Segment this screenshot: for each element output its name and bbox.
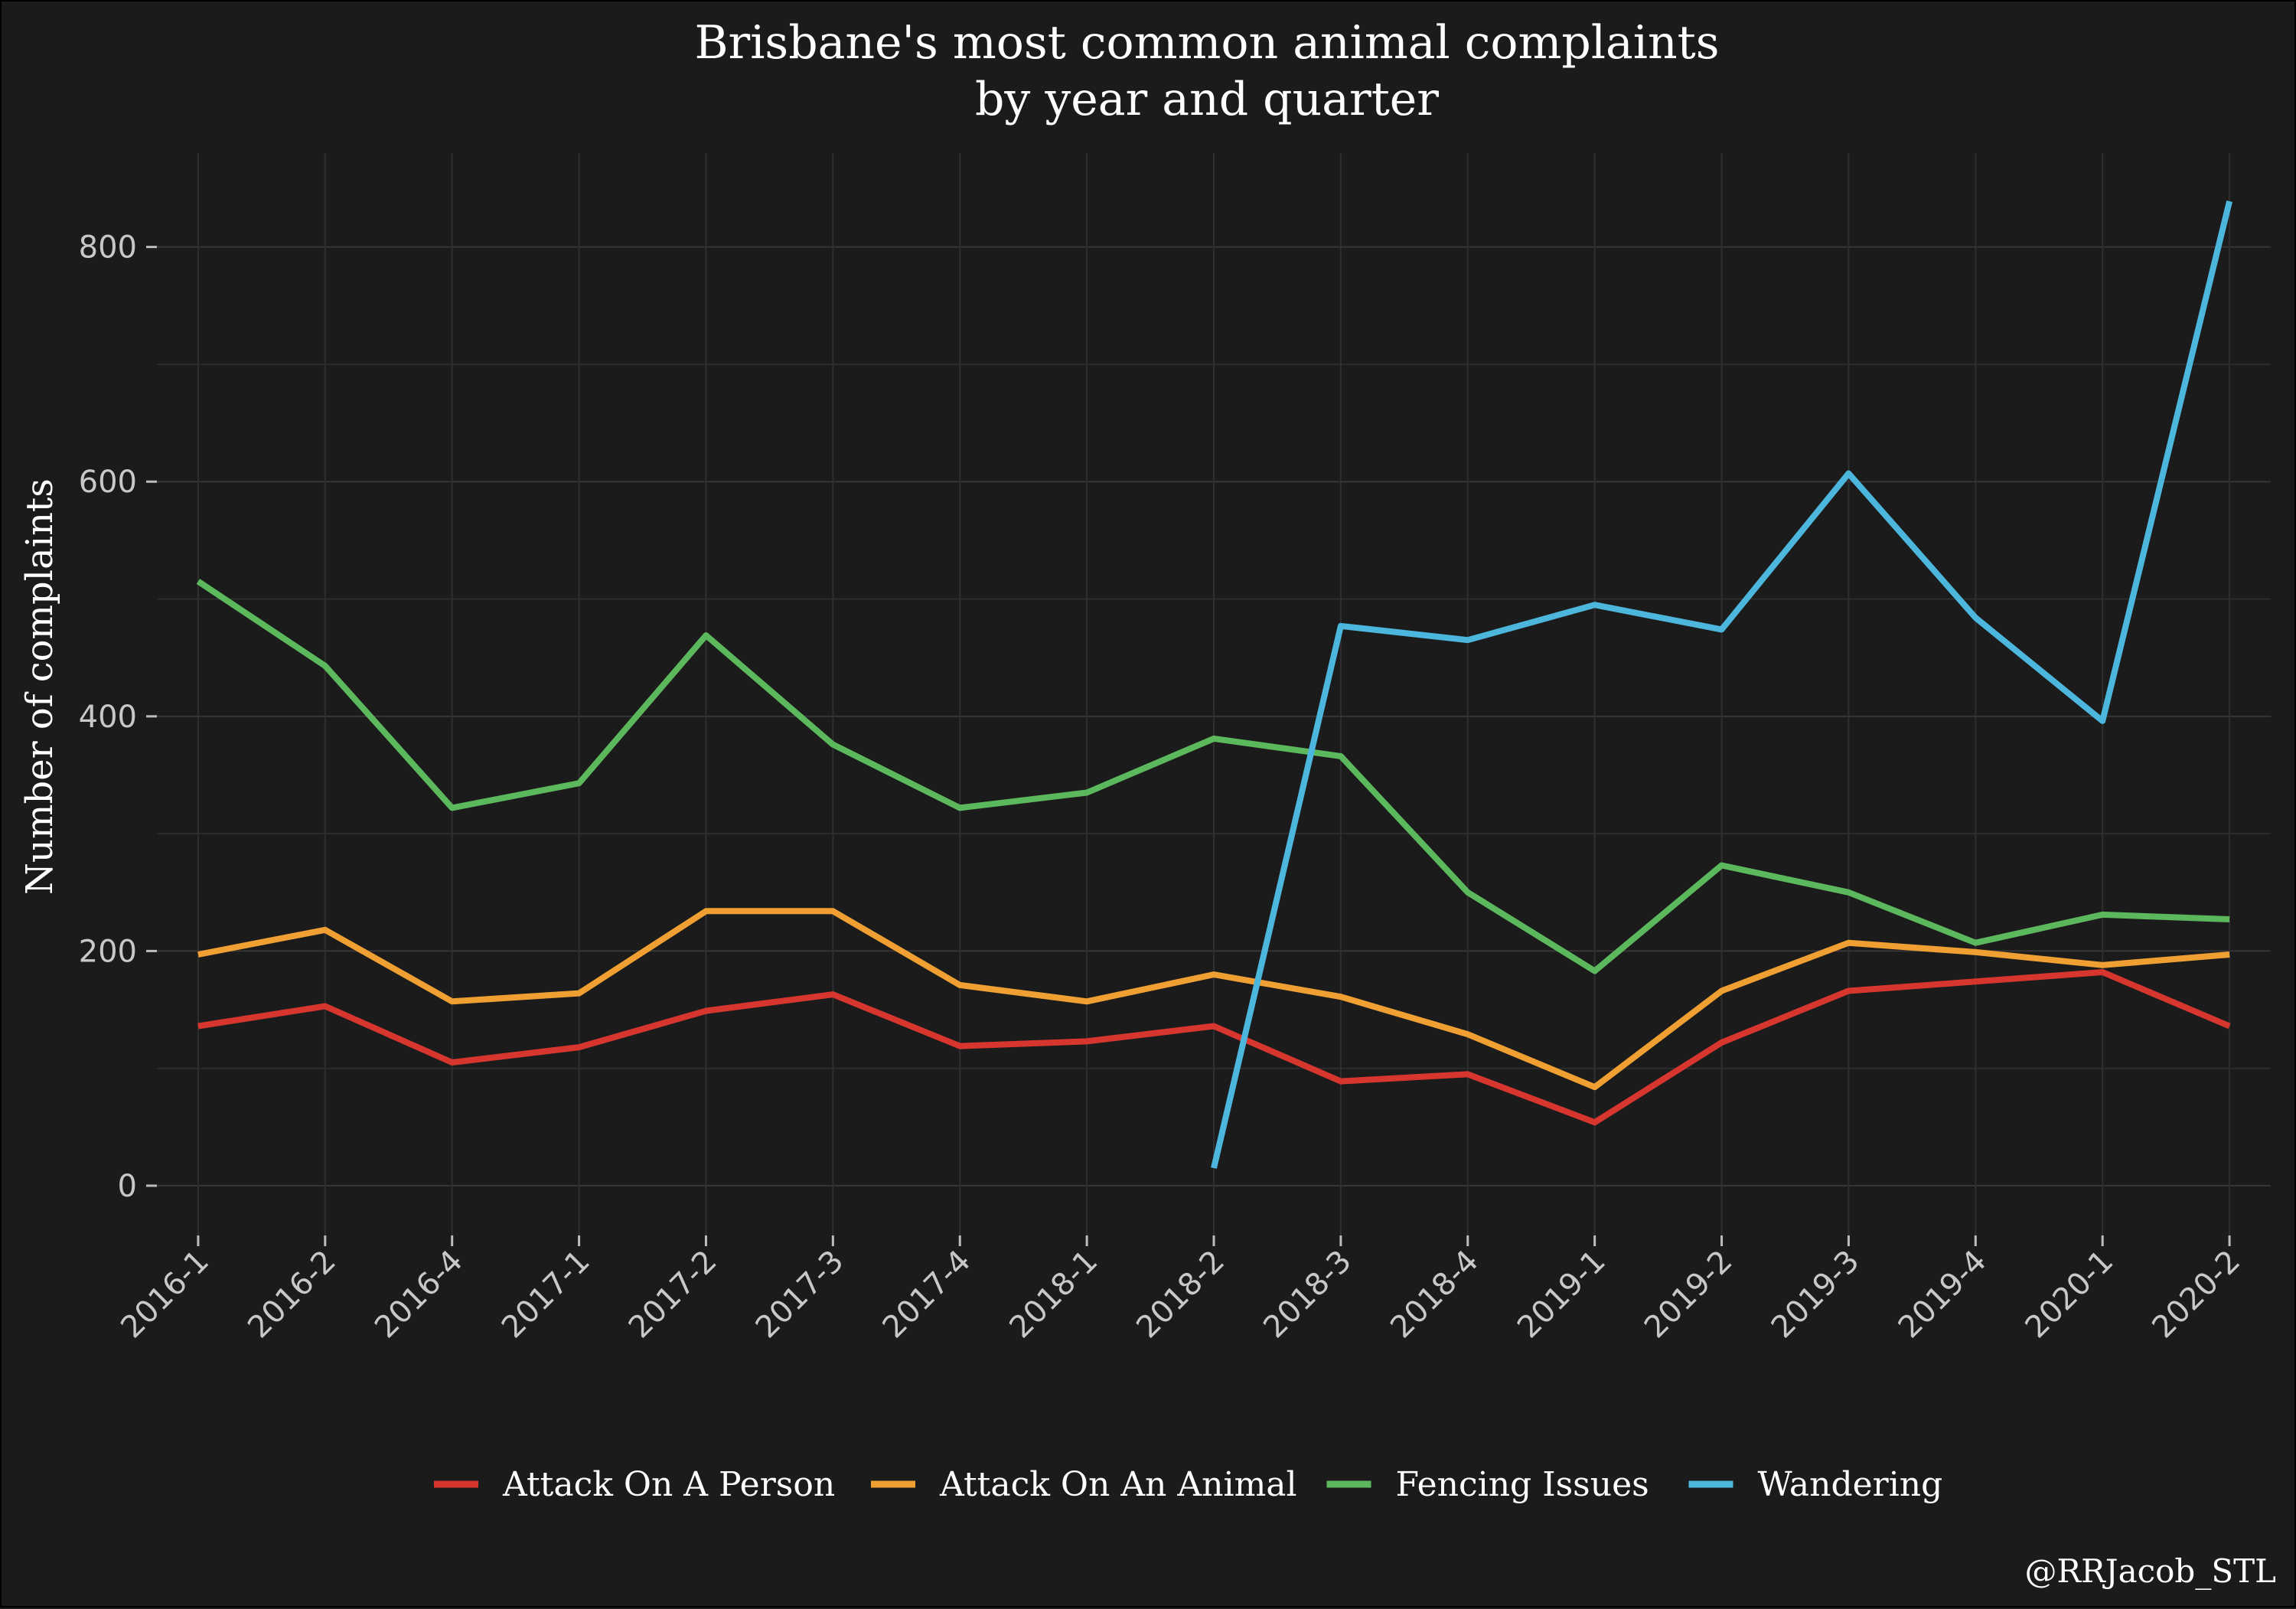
x-tick-label: 2016-1 (114, 1244, 216, 1346)
x-tick-label: 2019-4 (1892, 1244, 1994, 1346)
legend-label: Wandering (1758, 1465, 1943, 1504)
y-tick-label: 200 (79, 934, 137, 969)
y-axis-label: Number of complaints (18, 478, 61, 895)
legend-label: Attack On An Animal (939, 1465, 1297, 1504)
x-tick-label: 2018-2 (1130, 1244, 1231, 1346)
x-tick-label: 2018-1 (1003, 1244, 1104, 1346)
x-tick-label: 2019-3 (1765, 1244, 1867, 1346)
x-tick-label: 2018-4 (1384, 1244, 1486, 1346)
x-tick-label: 2017-1 (495, 1244, 597, 1346)
credit-text: @RRJacob_STL (2025, 1552, 2277, 1590)
x-tick-label: 2020-2 (2145, 1244, 2247, 1346)
legend-label: Fencing Issues (1396, 1465, 1649, 1504)
x-tick-label: 2017-4 (876, 1244, 978, 1346)
legend: Attack On A Person Attack On An Animal Fen… (434, 1465, 1942, 1504)
chart-subtitle: by year and quarter (975, 73, 1439, 126)
x-tick-label: 2020-1 (2019, 1244, 2121, 1346)
x-tick-label: 2016-2 (241, 1244, 343, 1346)
chart-title: Brisbane's most common animal complaints (694, 16, 1719, 70)
series-line-attack-on-a-person (197, 969, 2231, 1126)
gridlines (157, 153, 2271, 1235)
y-tick-label: 0 (118, 1169, 137, 1204)
x-tick-label: 2019-1 (1511, 1244, 1613, 1346)
x-tick-label: 2019-2 (1638, 1244, 1740, 1346)
x-tick-label: 2016-4 (368, 1244, 470, 1346)
series-line-wandering (1211, 200, 2232, 1169)
series-line-fencing-issues (196, 579, 2230, 974)
y-tick-label: 800 (79, 230, 137, 266)
y-tick-label: 600 (79, 465, 137, 500)
x-tick-label: 2018-3 (1257, 1244, 1358, 1346)
x-tick-label: 2017-3 (749, 1244, 851, 1346)
y-tick-label: 400 (79, 700, 137, 735)
series-lines (196, 200, 2232, 1169)
series-line-attack-on-an-animal (197, 908, 2230, 1091)
x-tick-label: 2017-2 (622, 1244, 724, 1346)
legend-label: Attack On A Person (502, 1465, 835, 1504)
